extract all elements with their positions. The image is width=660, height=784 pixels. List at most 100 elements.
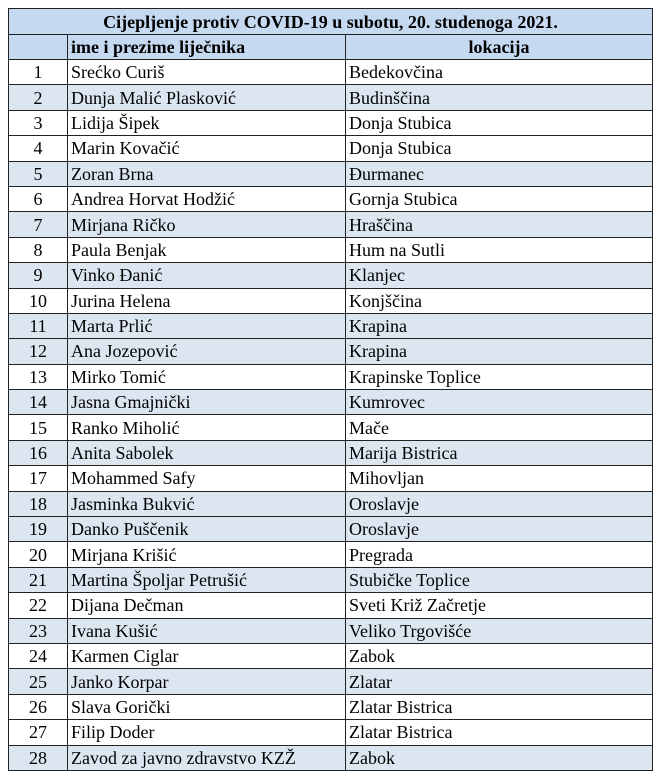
doctor-name: Anita Sabolek xyxy=(67,439,346,467)
location: Donja Stubica xyxy=(344,135,654,162)
doctor-name: Lidija Šipek xyxy=(67,109,346,137)
row-number: 18 xyxy=(8,490,68,518)
table-row: 16 Anita Sabolek Marija Bistrica xyxy=(8,439,654,467)
table-row: 27 Filip Doder Zlatar Bistrica xyxy=(8,719,654,746)
doctor-name: Dijana Dečman xyxy=(67,592,346,619)
table-row: 12 Ana Jozepović Krapina xyxy=(8,338,654,365)
location: Donja Stubica xyxy=(344,109,654,137)
location: Zlatar Bistrica xyxy=(344,693,654,721)
table-row: 6 Andrea Horvat Hodžić Gornja Stubica xyxy=(8,185,654,213)
row-number: 28 xyxy=(8,744,68,771)
table-row: 23 Ivana Kušić Veliko Trgovišće xyxy=(8,617,654,644)
table-row: 24 Karmen Ciglar Zabok xyxy=(8,642,654,670)
doctor-name: Srećko Curiš xyxy=(67,58,346,86)
location: Pregrada xyxy=(344,541,654,568)
doctor-name: Marta Prlić xyxy=(67,312,346,340)
table-row: 7 Mirjana Ričko Hraščina xyxy=(8,211,654,238)
row-number: 20 xyxy=(8,541,68,568)
table-row: 14 Jasna Gmajnički Kumrovec xyxy=(8,389,654,416)
row-number: 5 xyxy=(8,160,68,187)
table-row: 4 Marin Kovačić Donja Stubica xyxy=(8,135,654,162)
row-number: 15 xyxy=(8,414,68,441)
location: Zlatar xyxy=(344,668,654,695)
location: Hraščina xyxy=(344,211,654,238)
location: Zabok xyxy=(344,744,654,771)
location: Krapina xyxy=(344,338,654,365)
doctor-name: Mohammed Safy xyxy=(67,465,346,492)
table-row: 25 Janko Korpar Zlatar xyxy=(8,668,654,695)
row-number: 12 xyxy=(8,338,68,365)
table-row: 8 Paula Benjak Hum na Sutli xyxy=(8,236,654,264)
location: Mače xyxy=(344,414,654,441)
row-number: 21 xyxy=(8,566,68,594)
location: Mihovljan xyxy=(344,465,654,492)
row-number: 16 xyxy=(8,439,68,467)
location: Hum na Sutli xyxy=(344,236,654,264)
table-row: 11 Marta Prlić Krapina xyxy=(8,312,654,340)
location: Konjščina xyxy=(344,287,654,314)
doctor-name: Filip Doder xyxy=(67,719,346,746)
location: Klanjec xyxy=(344,262,654,289)
row-number: 2 xyxy=(8,84,68,111)
row-number: 9 xyxy=(8,262,68,289)
doctor-name: Ivana Kušić xyxy=(67,617,346,644)
row-number: 26 xyxy=(8,693,68,721)
column-header-location: lokacija xyxy=(344,34,654,60)
table-row: 22 Dijana Dečman Sveti Križ Začretje xyxy=(8,592,654,619)
doctor-name: Ranko Miholić xyxy=(67,414,346,441)
table-title: Cijepljenje protiv COVID-19 u subotu, 20… xyxy=(7,8,654,35)
table-row: 20 Mirjana Krišić Pregrada xyxy=(8,541,654,568)
column-header-name: ime i prezime liječnika xyxy=(67,34,346,60)
doctor-name: Janko Korpar xyxy=(67,668,346,695)
table-row: 1 Srećko Curiš Bedekovčina xyxy=(8,58,654,86)
doctor-name: Slava Gorički xyxy=(67,693,346,721)
doctor-name: Dunja Malić Plasković xyxy=(67,84,346,111)
table-row: 5 Zoran Brna Đurmanec xyxy=(8,160,654,187)
location: Kumrovec xyxy=(344,389,654,416)
location: Oroslavje xyxy=(344,516,654,543)
doctor-name: Jasminka Bukvić xyxy=(67,490,346,518)
location: Zabok xyxy=(344,642,654,670)
row-number: 19 xyxy=(8,516,68,543)
row-number: 22 xyxy=(8,592,68,619)
table-row: 19 Danko Puščenik Oroslavje xyxy=(8,516,654,543)
table-row: 2 Dunja Malić Plasković Budinščina xyxy=(8,84,654,111)
row-number: 23 xyxy=(8,617,68,644)
location: Zlatar Bistrica xyxy=(344,719,654,746)
doctor-name: Andrea Horvat Hodžić xyxy=(67,185,346,213)
doctor-name: Mirko Tomić xyxy=(67,363,346,391)
column-header-row: ime i prezime liječnika lokacija xyxy=(8,34,654,60)
location: Gornja Stubica xyxy=(344,185,654,213)
doctor-name: Zavod za javno zdravstvo KZŽ xyxy=(67,744,346,771)
location: Stubičke Toplice xyxy=(344,566,654,594)
row-number: 4 xyxy=(8,135,68,162)
row-number: 24 xyxy=(8,642,68,670)
table-row: 3 Lidija Šipek Donja Stubica xyxy=(8,109,654,137)
table-row: 26 Slava Gorički Zlatar Bistrica xyxy=(8,693,654,721)
doctor-name: Vinko Đanić xyxy=(67,262,346,289)
table-row: 18 Jasminka Bukvić Oroslavje xyxy=(8,490,654,518)
location: Đurmanec xyxy=(344,160,654,187)
row-number: 10 xyxy=(8,287,68,314)
column-header-number xyxy=(8,34,68,60)
location: Bedekovčina xyxy=(344,58,654,86)
location: Marija Bistrica xyxy=(344,439,654,467)
row-number: 17 xyxy=(8,465,68,492)
vaccination-schedule-table: Cijepljenje protiv COVID-19 u subotu, 20… xyxy=(7,8,654,771)
table-row: 21 Martina Špoljar Petrušić Stubičke Topli… xyxy=(8,566,654,594)
doctor-name: Mirjana Krišić xyxy=(67,541,346,568)
doctor-name: Paula Benjak xyxy=(67,236,346,264)
row-number: 8 xyxy=(8,236,68,264)
doctor-name: Ana Jozepović xyxy=(67,338,346,365)
row-number: 25 xyxy=(8,668,68,695)
table-row: 13 Mirko Tomić Krapinske Toplice xyxy=(8,363,654,391)
doctor-name: Jurina Helena xyxy=(67,287,346,314)
location: Veliko Trgovišće xyxy=(344,617,654,644)
title-row: Cijepljenje protiv COVID-19 u subotu, 20… xyxy=(7,8,654,35)
row-number: 6 xyxy=(8,185,68,213)
table-row: 10 Jurina Helena Konjščina xyxy=(8,287,654,314)
row-number: 13 xyxy=(8,363,68,391)
doctor-name: Zoran Brna xyxy=(67,160,346,187)
doctor-name: Danko Puščenik xyxy=(67,516,346,543)
table-row: 17 Mohammed Safy Mihovljan xyxy=(8,465,654,492)
